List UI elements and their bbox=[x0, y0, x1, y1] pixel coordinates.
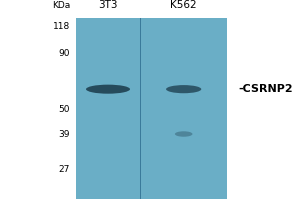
Text: KDa: KDa bbox=[52, 1, 70, 10]
Text: K562: K562 bbox=[170, 0, 197, 10]
Text: 50: 50 bbox=[59, 105, 70, 114]
Ellipse shape bbox=[86, 85, 130, 94]
Text: 27: 27 bbox=[59, 165, 70, 174]
Bar bbox=[140, 18, 141, 199]
Text: 3T3: 3T3 bbox=[98, 0, 118, 10]
Ellipse shape bbox=[175, 131, 193, 137]
Text: 118: 118 bbox=[53, 22, 70, 31]
Text: -CSRNP2: -CSRNP2 bbox=[238, 84, 292, 94]
Text: 39: 39 bbox=[59, 130, 70, 139]
Bar bbox=[140, 18, 227, 199]
Text: 90: 90 bbox=[59, 49, 70, 58]
Bar bbox=[76, 18, 140, 199]
Ellipse shape bbox=[166, 85, 201, 93]
